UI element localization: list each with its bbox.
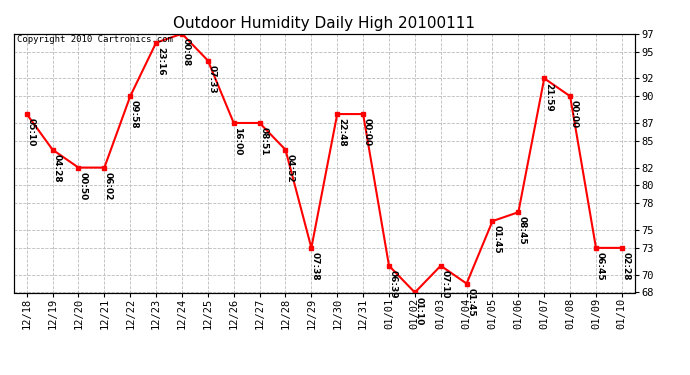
Text: 06:02: 06:02 (104, 172, 113, 200)
Text: 00:08: 00:08 (181, 38, 190, 66)
Text: 22:48: 22:48 (337, 118, 346, 147)
Text: 02:28: 02:28 (622, 252, 631, 280)
Text: 07:38: 07:38 (311, 252, 320, 280)
Text: 01:45: 01:45 (492, 225, 501, 254)
Text: 07:33: 07:33 (208, 64, 217, 93)
Text: 06:39: 06:39 (388, 270, 397, 298)
Text: 09:58: 09:58 (130, 100, 139, 129)
Text: 01:10: 01:10 (415, 297, 424, 325)
Text: 04:28: 04:28 (52, 154, 61, 183)
Text: 16:00: 16:00 (233, 127, 242, 156)
Text: 07:10: 07:10 (440, 270, 449, 298)
Text: 00:00: 00:00 (363, 118, 372, 146)
Text: 08:51: 08:51 (259, 127, 268, 156)
Text: 21:59: 21:59 (544, 82, 553, 111)
Text: 00:00: 00:00 (570, 100, 579, 129)
Text: 23:16: 23:16 (156, 47, 165, 75)
Text: 00:50: 00:50 (78, 172, 87, 200)
Text: 01:45: 01:45 (466, 288, 475, 316)
Text: 06:45: 06:45 (595, 252, 604, 280)
Text: Copyright 2010 Cartronics.com: Copyright 2010 Cartronics.com (17, 35, 172, 44)
Title: Outdoor Humidity Daily High 20100111: Outdoor Humidity Daily High 20100111 (173, 16, 475, 31)
Text: 04:52: 04:52 (285, 154, 294, 183)
Text: 08:45: 08:45 (518, 216, 527, 245)
Text: 05:10: 05:10 (26, 118, 35, 147)
